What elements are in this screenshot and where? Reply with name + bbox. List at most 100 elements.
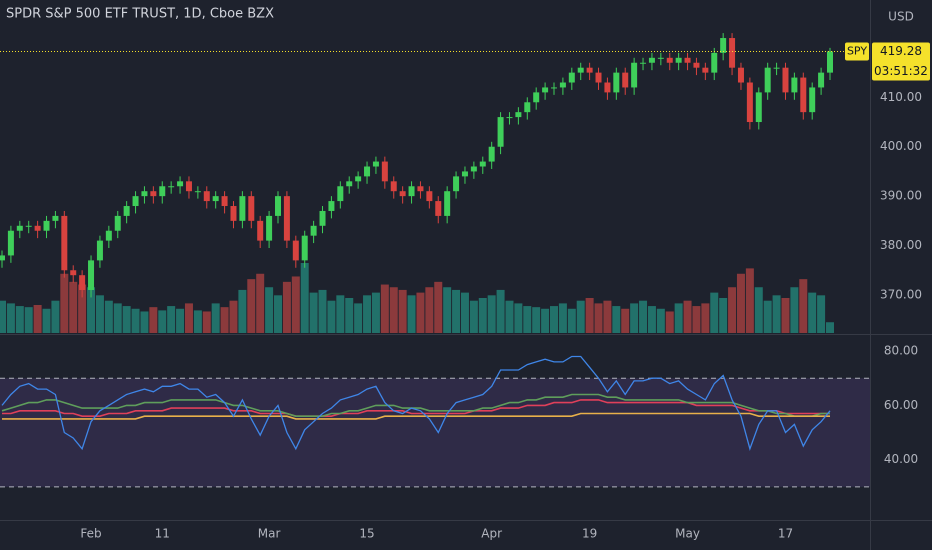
candle-body [640,62,647,64]
volume-bar [808,292,817,333]
candle-body [159,186,166,197]
volume-bar [202,311,211,333]
rsi-line [1,393,830,417]
candle-body [666,57,673,63]
symbol-badge [845,42,869,61]
time-tick-label: May [675,527,700,541]
volume-bar [140,311,149,333]
volume-bar [514,303,523,333]
volume-bar [532,307,541,333]
candle-body [764,67,771,93]
volume-bar [300,263,309,333]
volume-bar [113,303,122,333]
price-tick-label: 380.00 [880,238,922,252]
rsi-tick-label: 80.00 [884,344,918,358]
volume-bar [24,307,33,333]
candle-body [194,191,201,193]
price-tick-label: 400.00 [880,139,922,153]
candle-body [337,186,344,202]
candle-body [800,77,807,113]
volume-bar [790,287,799,333]
volume-bar [265,287,274,333]
candle-body [648,57,655,63]
candle-body [426,191,433,202]
candle-body [818,72,825,88]
volume-bar [674,303,683,333]
last-price-label: 419.28 [880,44,922,58]
volume-bar [594,303,603,333]
candle-body [123,206,130,216]
candle-body [168,186,175,188]
volume-bar [603,300,612,333]
volume-bar [33,305,42,333]
candle-body [301,235,308,261]
volume-bar [42,308,51,333]
candle-body [746,82,753,123]
candle-body [150,191,157,197]
volume-bar [256,273,265,333]
volume-bar [336,295,345,333]
candle-body [568,72,575,83]
volume-bar [799,279,808,333]
candle-body [212,196,219,202]
volume-bar [78,284,87,333]
volume-bar [647,306,656,333]
candle-body [88,260,95,291]
candle-body [239,196,246,221]
volume-bar [683,300,692,333]
volume-bar [247,279,256,333]
candle-body [25,225,32,227]
candle-body [275,196,281,216]
volume-bar [229,300,238,333]
volume-bar [309,292,318,333]
candle-body [729,38,736,68]
candle-body [96,240,103,261]
time-tick-label: Feb [80,527,101,541]
currency-label: USD [888,10,914,24]
candle-body [177,181,184,187]
rsi-tick-label: 60.00 [884,398,918,412]
volume-bar [158,310,167,333]
candle-body [328,201,335,211]
candle-body [435,201,442,216]
marks [0,33,870,488]
volume-bar [122,306,131,333]
volume-bar [710,292,719,333]
volume-bar [469,300,478,333]
candle-body [16,225,23,231]
volume-bar [728,287,737,333]
candle-body [319,210,326,226]
candle-body [61,215,68,271]
volume-bar [389,287,398,333]
volume-bar [15,306,24,333]
volume-bar [460,292,469,333]
volume-bar [87,287,96,333]
volume-bar [149,307,158,333]
candle-body [711,52,718,73]
candle-body [506,117,513,119]
volume-bar [434,281,443,333]
volume-bar [763,300,772,333]
volume-bar [60,273,69,333]
candle-body [79,275,86,291]
candle-body [105,230,112,241]
candle-body [720,38,727,53]
candle-body [595,72,602,83]
candle-body [675,57,682,63]
volume-bar [558,303,567,333]
candle-body [755,92,762,123]
price-tick-label: 390.00 [880,189,922,203]
candle-body [551,87,557,89]
candle-body [809,87,816,113]
candle-body [533,92,540,103]
time-tick-label: Mar [258,527,281,541]
volume-bar [104,300,113,333]
price-tick-label: 410.00 [880,90,922,104]
candle-body [381,161,388,182]
volume-bar [274,295,282,333]
candle-body [408,186,415,197]
volume-bar [318,289,327,333]
volume-bar [505,300,514,333]
candle-body [657,57,664,59]
candle-body [586,67,593,73]
